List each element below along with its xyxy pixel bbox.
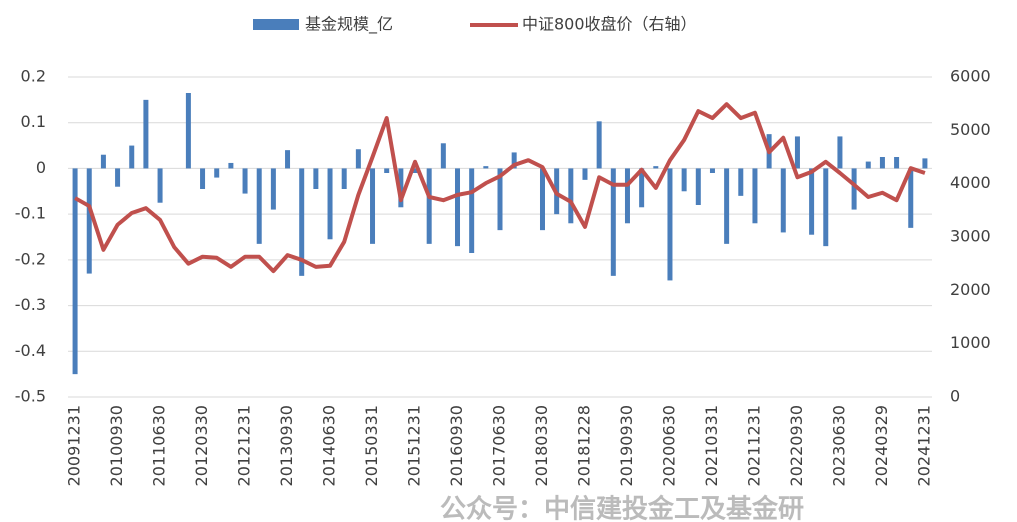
bar (341, 168, 347, 189)
bar (384, 168, 390, 173)
x-tick-label: 20100930 (107, 405, 126, 486)
x-tick-label: 20230630 (829, 405, 848, 486)
bar (610, 168, 616, 276)
bar (681, 168, 687, 192)
x-tick-label: 20241231 (914, 405, 933, 486)
y-tick-label: -0.2 (15, 249, 46, 268)
watermark: 公众号：中信建投金工及基金研 (440, 494, 804, 522)
bar (143, 99, 149, 169)
x-tick-label: 20220930 (787, 405, 806, 486)
y2-tick-label: 3000 (950, 227, 991, 246)
bar (879, 157, 885, 169)
bar (539, 168, 545, 231)
bar (922, 158, 928, 169)
y-tick-label: -0.1 (15, 204, 46, 223)
bar (809, 168, 815, 235)
bar (440, 143, 446, 169)
x-tick-label: 20110630 (150, 405, 169, 486)
legend-label: 中证800收盘价（右轴） (522, 15, 697, 34)
legend-swatch-bar (253, 19, 299, 30)
bar (483, 166, 489, 169)
x-tick-label: 20160930 (447, 405, 466, 486)
bar (242, 168, 248, 194)
y-tick-label: -0.3 (15, 295, 46, 314)
y-tick-label: 0.2 (21, 67, 46, 86)
bar (86, 168, 92, 274)
bar (455, 168, 461, 247)
x-tick-label: 20200630 (659, 405, 678, 486)
y-tick-label: -0.4 (15, 341, 46, 360)
bar (256, 168, 262, 244)
y2-tick-label: 1000 (950, 333, 991, 352)
y-tick-label: -0.5 (15, 387, 46, 406)
x-tick-label: 20091231 (65, 405, 84, 486)
y2-tick-label: 5000 (950, 120, 991, 139)
bar (115, 168, 121, 187)
bar (837, 136, 843, 169)
bar (511, 152, 517, 169)
x-tick-label: 20180330 (532, 405, 551, 486)
bar (780, 168, 786, 233)
legend-label: 基金规模_亿 (305, 15, 393, 35)
x-tick-label: 20240329 (872, 405, 891, 486)
y-tick-label: 0.1 (21, 112, 46, 131)
bar (894, 157, 900, 169)
x-tick-label: 20130930 (277, 405, 296, 486)
x-tick-label: 20211231 (744, 405, 763, 486)
bar (200, 168, 206, 189)
x-tick-label: 20181228 (574, 405, 593, 486)
x-tick-label: 20120330 (192, 405, 211, 486)
bar (568, 168, 574, 224)
x-tick-label: 20151231 (405, 405, 424, 486)
bar (724, 168, 730, 244)
bar (865, 161, 871, 169)
x-tick-label: 20121231 (235, 405, 254, 486)
bar (752, 168, 758, 224)
bar (214, 168, 220, 178)
bar (285, 150, 291, 169)
y2-tick-label: 4000 (950, 173, 991, 192)
bar (908, 168, 914, 228)
bar (412, 168, 418, 173)
bar (299, 168, 305, 276)
x-tick-label: 20210331 (702, 405, 721, 486)
bar (738, 168, 744, 196)
bar (624, 168, 630, 224)
bar (426, 168, 432, 244)
y2-tick-label: 6000 (950, 67, 991, 86)
bar (653, 166, 659, 169)
line (74, 102, 926, 274)
bar (398, 168, 404, 208)
bar (497, 168, 503, 231)
x-tick-label: 20140630 (320, 405, 339, 486)
bar (157, 168, 163, 203)
bar (370, 168, 376, 244)
bar (100, 154, 106, 169)
bar (469, 168, 475, 253)
bar (327, 168, 333, 240)
x-tick-label: 20170630 (490, 405, 509, 486)
bar (794, 136, 800, 169)
y2-tick-label: 0 (950, 387, 960, 406)
bar (695, 168, 701, 205)
bar (355, 149, 361, 169)
bar (313, 168, 319, 189)
y2-tick-label: 2000 (950, 280, 991, 299)
bar (596, 121, 602, 169)
bar (72, 168, 78, 375)
bar (709, 168, 715, 173)
x-tick-label: 20150331 (362, 405, 381, 486)
bar (582, 168, 588, 180)
bar (667, 168, 673, 281)
bar (270, 168, 276, 210)
bar (185, 93, 191, 169)
bar (823, 168, 829, 247)
bar (129, 145, 135, 169)
y-tick-label: 0 (36, 158, 46, 177)
bar (228, 162, 234, 169)
x-tick-label: 20190930 (617, 405, 636, 486)
bar (639, 168, 645, 208)
bar (851, 168, 857, 210)
